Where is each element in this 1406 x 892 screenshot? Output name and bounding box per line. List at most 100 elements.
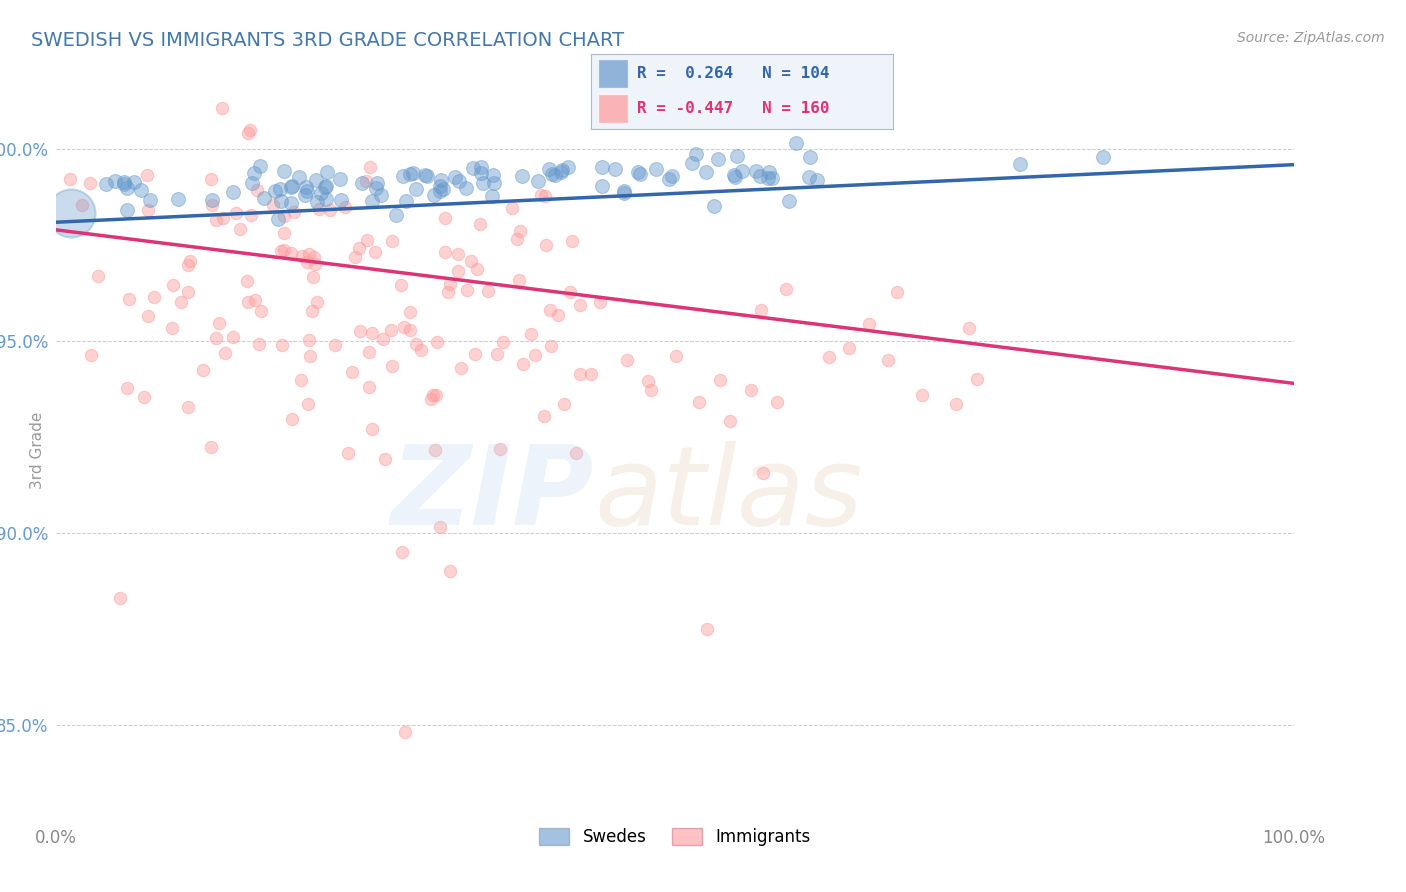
Point (273, 164, 295, 178)
Point (264, 184, 287, 198)
Point (758, 165, 780, 179)
Point (423, 187, 446, 202)
Point (799, 169, 821, 184)
Point (309, 186, 332, 201)
Point (122, 175, 145, 189)
Point (314, 179, 336, 194)
Point (749, 169, 772, 184)
Point (838, 341, 860, 355)
Point (271, 338, 294, 352)
Point (966, 372, 988, 386)
Point (329, 171, 352, 186)
Point (568, 298, 591, 312)
Point (315, 179, 337, 194)
Point (356, 233, 378, 247)
Point (315, 192, 337, 206)
Point (236, 295, 259, 310)
Point (280, 246, 302, 260)
Point (273, 226, 295, 240)
Point (270, 194, 292, 208)
Point (160, 320, 183, 334)
Point (370, 187, 392, 202)
Point (399, 167, 422, 181)
Point (640, 383, 662, 397)
Point (450, 361, 472, 376)
Point (439, 564, 461, 578)
Point (361, 194, 384, 209)
Point (627, 165, 650, 179)
Point (392, 319, 415, 334)
Point (349, 324, 371, 338)
Point (162, 277, 184, 292)
Point (323, 337, 346, 351)
Point (359, 160, 381, 174)
Point (730, 164, 752, 178)
Point (399, 323, 422, 337)
Point (298, 247, 321, 261)
Point (482, 169, 505, 183)
Point (295, 254, 318, 268)
Point (695, 165, 717, 179)
Point (423, 443, 446, 458)
Point (858, 317, 880, 331)
Point (366, 181, 388, 195)
Point (446, 246, 468, 260)
Point (115, 180, 138, 194)
Point (465, 262, 488, 277)
Point (201, 198, 224, 212)
Point (745, 164, 768, 178)
Text: Source: ZipAtlas.com: Source: ZipAtlas.com (1237, 31, 1385, 45)
Point (114, 175, 136, 189)
Point (94, 177, 117, 191)
Point (429, 520, 451, 534)
Point (239, 123, 262, 137)
Legend: Swedes, Immigrants: Swedes, Immigrants (533, 822, 817, 853)
Point (429, 178, 451, 193)
Point (115, 203, 138, 218)
Point (486, 347, 509, 361)
Point (228, 222, 250, 236)
Point (749, 302, 772, 317)
Point (294, 179, 316, 194)
Point (547, 309, 569, 323)
Point (470, 166, 492, 180)
Point (508, 273, 530, 287)
Point (270, 244, 292, 258)
Point (208, 316, 231, 330)
Bar (598, 95, 628, 123)
Point (724, 170, 747, 185)
Point (568, 368, 591, 382)
Point (360, 326, 382, 340)
Point (60, 205, 83, 219)
Point (591, 178, 613, 193)
Point (506, 232, 529, 246)
Point (718, 414, 741, 428)
Point (591, 160, 613, 174)
Point (236, 126, 259, 140)
Point (136, 202, 159, 217)
Point (136, 309, 159, 323)
Point (530, 187, 553, 202)
Text: ZIP: ZIP (391, 442, 595, 549)
Point (211, 101, 233, 115)
Point (249, 159, 271, 173)
Point (492, 334, 515, 349)
Point (409, 343, 432, 357)
Point (129, 183, 152, 197)
Point (70, 198, 93, 212)
Point (242, 166, 264, 180)
Point (550, 165, 572, 179)
Point (886, 285, 908, 299)
Point (758, 171, 780, 186)
Point (688, 395, 710, 409)
Point (79, 176, 101, 190)
Point (544, 168, 567, 182)
Y-axis label: 3rd Grade: 3rd Grade (30, 412, 45, 489)
Point (308, 202, 330, 216)
Point (301, 303, 323, 318)
Point (540, 338, 562, 352)
Point (470, 217, 492, 231)
Point (413, 169, 436, 183)
Point (405, 337, 427, 351)
Point (337, 446, 360, 460)
